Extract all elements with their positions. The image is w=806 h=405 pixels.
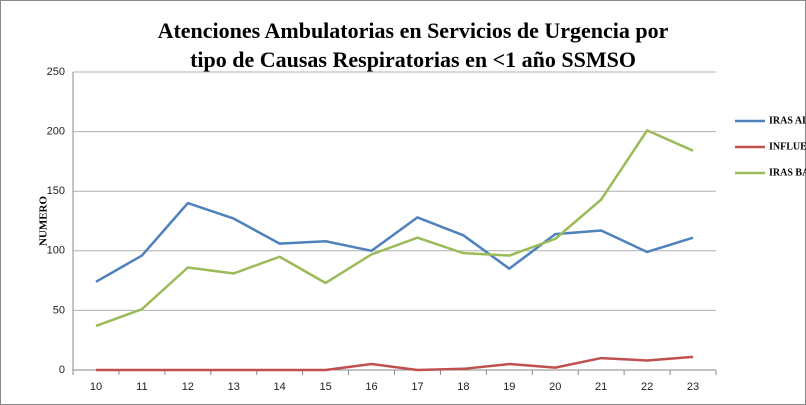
x-tick-label: 19 [503, 381, 515, 393]
series-line [95, 355, 694, 372]
y-tick-label: 50 [53, 304, 65, 316]
x-tick-label: 13 [228, 381, 240, 393]
x-tick-label: 17 [411, 381, 423, 393]
x-tick-label: 11 [136, 381, 147, 393]
x-tick-label: 14 [274, 381, 286, 393]
x-tick-label: 12 [182, 381, 194, 393]
y-tick-label: 200 [47, 126, 65, 138]
y-tick-label: 250 [47, 66, 65, 78]
x-tick-label: 15 [319, 381, 331, 393]
x-tick-label: 22 [641, 381, 653, 393]
chart-title: tipo de Causas Respiratorias en <1 año S… [190, 47, 636, 72]
y-tick-label: 0 [59, 364, 65, 376]
legend-label: IRAS ALTAS [769, 115, 806, 126]
x-tick-label: 21 [595, 381, 607, 393]
series-line [95, 201, 694, 283]
x-tick-label: 20 [549, 381, 561, 393]
series-line [95, 129, 694, 328]
legend-label: IRAS BAJAS [769, 167, 806, 178]
x-tick-label: 18 [457, 381, 469, 393]
x-tick-label: 16 [365, 381, 377, 393]
y-axis-title: NUMERO [38, 196, 50, 247]
chart-title: Atenciones Ambulatorias en Servicios de … [158, 18, 669, 43]
y-tick-label: 100 [47, 245, 65, 257]
x-tick-label: 23 [687, 381, 699, 393]
legend-label: INFLUENZA [769, 141, 806, 152]
y-tick-label: 150 [47, 185, 65, 197]
x-tick-label: 10 [90, 381, 102, 393]
